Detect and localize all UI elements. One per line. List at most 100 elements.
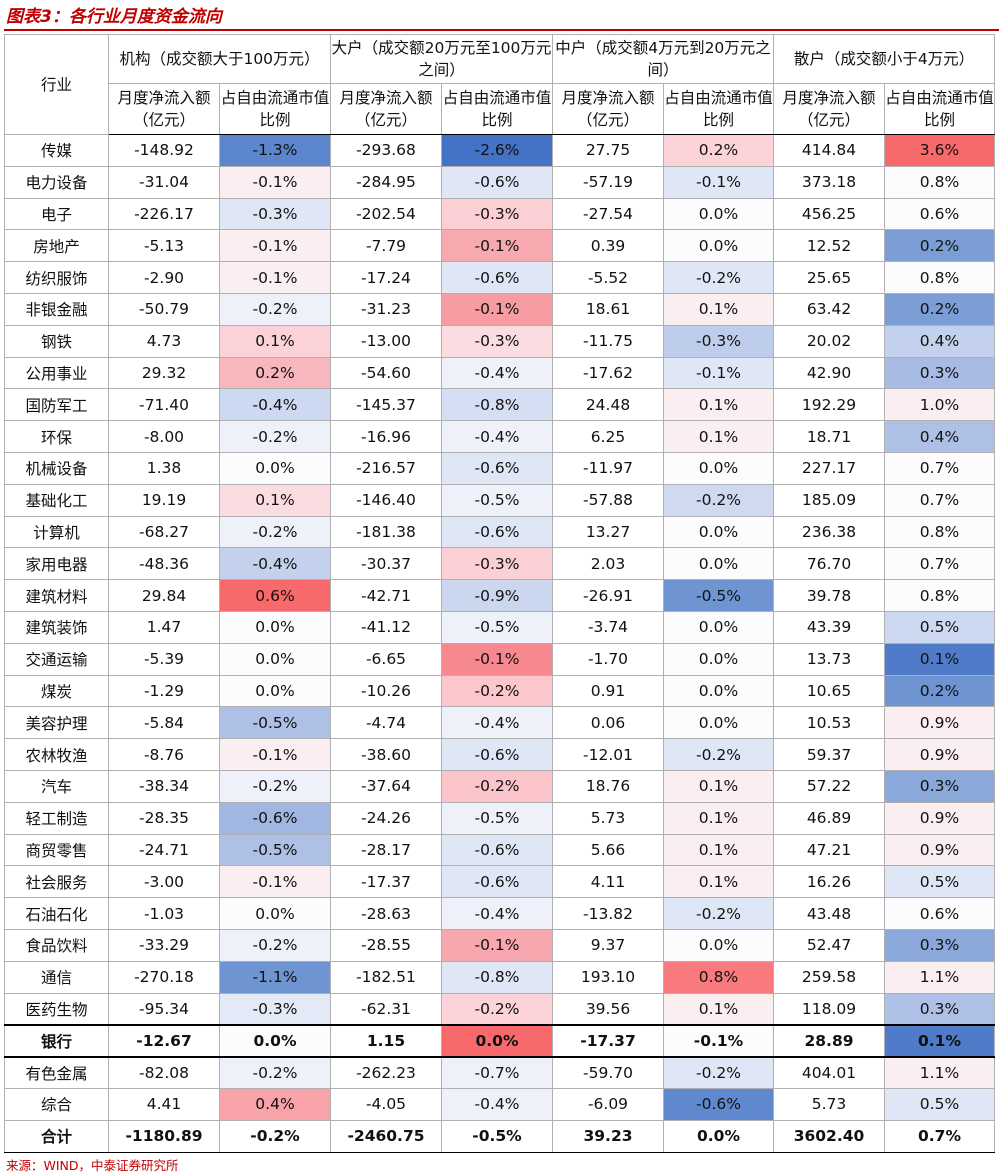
net-inflow-cell: 16.26 [773,865,885,899]
industry-name: 建筑装饰 [4,610,109,644]
industry-name: 商贸零售 [4,833,109,867]
float-ratio-cell: 0.3% [884,356,995,390]
float-ratio-cell: -0.2% [219,420,331,453]
float-ratio-cell: 0.0% [219,451,331,485]
header-row-groups: 行业 机构（成交额大于100万元） 大户（成交额20万元至100万元之间） 中户… [4,34,995,135]
net-inflow-cell: 414.84 [773,134,885,167]
net-inflow-cell: 13.27 [552,515,664,549]
table-row: 电力设备 -31.04 -0.1% -284.95 -0.6% -57.19 -0.1% 37… [4,165,995,199]
table-row: 有色金属 -82.08 -0.2% -262.23 -0.7% -59.70 -0.2% 40… [4,1056,995,1089]
net-inflow-cell: -11.97 [552,451,664,485]
table-row: 计算机 -68.27 -0.2% -181.38 -0.6% 13.27 0.0% 236.3… [4,515,995,549]
net-inflow-cell: -62.31 [330,992,442,1026]
table-row: 食品饮料 -33.29 -0.2% -28.55 -0.1% 9.37 0.0% 52.47 0… [4,928,995,962]
float-ratio-cell: -0.5% [219,706,331,740]
industry-name: 美容护理 [4,706,109,740]
float-ratio-cell: -0.6% [441,451,553,485]
net-inflow-cell: -38.60 [330,738,442,771]
net-inflow-cell: -28.17 [330,833,442,867]
table-row: 石油石化 -1.03 0.0% -28.63 -0.4% -13.82 -0.2% 43.48… [4,897,995,930]
net-inflow-cell: -16.96 [330,420,442,453]
net-inflow-cell: 456.25 [773,197,885,231]
net-inflow-cell: -6.09 [552,1087,664,1121]
float-ratio-cell: 0.1% [663,388,774,422]
figure-title: 图表3：各行业月度资金流向 [6,7,222,27]
float-ratio-cell: 0.4% [884,420,995,453]
net-inflow-cell: 47.21 [773,833,885,867]
float-ratio-cell: 0.0% [663,229,774,263]
net-inflow-cell: -17.37 [552,1023,664,1058]
float-ratio-cell: -0.1% [219,865,331,899]
float-ratio-cell: 0.1% [663,801,774,835]
net-inflow-cell: -54.60 [330,356,442,390]
net-inflow-cell: 43.48 [773,897,885,930]
float-ratio-cell: -0.2% [663,483,774,517]
net-inflow-cell: -270.18 [108,960,220,994]
net-inflow-cell: -145.37 [330,388,442,422]
net-inflow-cell: -1.29 [108,674,220,708]
industry-name: 公用事业 [4,356,109,390]
subheader-net-inflow: 月度净流入额（亿元） [552,83,664,135]
industry-name: 食品饮料 [4,928,109,962]
float-ratio-cell: -0.6% [441,738,553,771]
float-ratio-cell: 0.0% [663,451,774,485]
net-inflow-cell: -202.54 [330,197,442,231]
net-inflow-cell: -68.27 [108,515,220,549]
industry-name: 合计 [4,1119,109,1153]
float-ratio-cell: 0.0% [219,1023,331,1058]
net-inflow-cell: -226.17 [108,197,220,231]
table-row: 通信 -270.18 -1.1% -182.51 -0.8% 193.10 0.8% 259.… [4,960,995,994]
net-inflow-cell: 76.70 [773,547,885,581]
float-ratio-cell: -0.3% [663,324,774,358]
table-row: 农林牧渔 -8.76 -0.1% -38.60 -0.6% -12.01 -0.2% 59.3… [4,738,995,771]
net-inflow-cell: -293.68 [330,134,442,167]
net-inflow-cell: 1.47 [108,610,220,644]
table-row: 美容护理 -5.84 -0.5% -4.74 -0.4% 0.06 0.0% 10.53 0.9… [4,706,995,740]
net-inflow-cell: -82.08 [108,1056,220,1089]
float-ratio-cell: -0.3% [219,992,331,1026]
float-ratio-cell: -0.1% [219,165,331,199]
net-inflow-cell: -8.76 [108,738,220,771]
float-ratio-cell: -0.9% [441,579,553,612]
float-ratio-cell: 0.7% [884,451,995,485]
float-ratio-cell: -0.3% [441,197,553,231]
float-ratio-cell: -0.4% [441,356,553,390]
net-inflow-cell: 0.06 [552,706,664,740]
net-inflow-cell: -2.90 [108,261,220,294]
float-ratio-cell: 0.3% [884,992,995,1026]
float-ratio-cell: 0.6% [884,197,995,231]
fund-flow-table: 行业 机构（成交额大于100万元） 大户（成交额20万元至100万元之间） 中户… [4,34,995,1153]
net-inflow-cell: 259.58 [773,960,885,994]
table-row: 建筑装饰 1.47 0.0% -41.12 -0.5% -3.74 0.0% 43.39 0.5… [4,610,995,644]
net-inflow-cell: 24.48 [552,388,664,422]
net-inflow-cell: 2.03 [552,547,664,581]
net-inflow-cell: -8.00 [108,420,220,453]
net-inflow-cell: -31.23 [330,292,442,326]
net-inflow-cell: 373.18 [773,165,885,199]
net-inflow-cell: -17.62 [552,356,664,390]
float-ratio-cell: -0.2% [441,674,553,708]
table-row: 建筑材料 29.84 0.6% -42.71 -0.9% -26.91 -0.5% 39.78… [4,579,995,612]
float-ratio-cell: -0.1% [441,928,553,962]
net-inflow-cell: -57.88 [552,483,664,517]
industry-name: 计算机 [4,515,109,549]
float-ratio-cell: 0.7% [884,1119,995,1153]
net-inflow-cell: 28.89 [773,1023,885,1058]
net-inflow-cell: -37.64 [330,769,442,803]
net-inflow-cell: -31.04 [108,165,220,199]
float-ratio-cell: 0.1% [663,292,774,326]
table-row: 汽车 -38.34 -0.2% -37.64 -0.2% 18.76 0.1% 57.22 0.… [4,769,995,803]
float-ratio-cell: 0.3% [884,769,995,803]
float-ratio-cell: 0.2% [884,292,995,326]
net-inflow-cell: -6.65 [330,642,442,676]
net-inflow-cell: 0.91 [552,674,664,708]
net-inflow-cell: 12.52 [773,229,885,263]
float-ratio-cell: -0.1% [219,261,331,294]
table-row: 医药生物 -95.34 -0.3% -62.31 -0.2% 39.56 0.1% 118.0… [4,992,995,1026]
industry-name: 非银金融 [4,292,109,326]
float-ratio-cell: 0.2% [884,674,995,708]
net-inflow-cell: -26.91 [552,579,664,612]
net-inflow-cell: 5.66 [552,833,664,867]
net-inflow-cell: 27.75 [552,134,664,167]
net-inflow-cell: 19.19 [108,483,220,517]
